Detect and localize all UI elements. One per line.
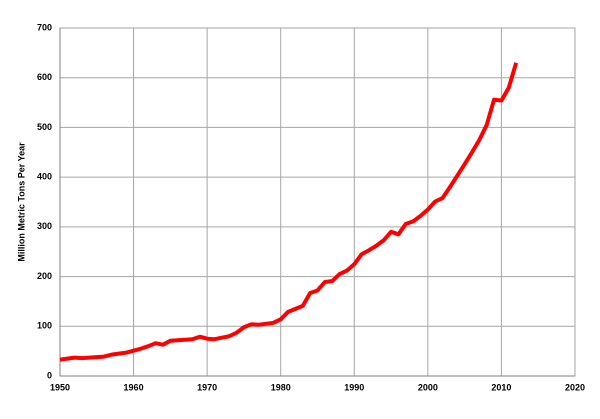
- y-tick-label: 100: [37, 321, 52, 331]
- y-tick-label: 400: [37, 172, 52, 182]
- data-line: [59, 62, 519, 362]
- x-tick-label: 1960: [124, 382, 144, 392]
- y-tick-label: 500: [37, 122, 52, 132]
- y-tick-label: 600: [37, 72, 52, 82]
- x-tick-label: 1970: [197, 382, 217, 392]
- y-tick-label: 300: [37, 221, 52, 231]
- y-tick-label: 0: [47, 370, 52, 380]
- x-tick-label: 1950: [50, 382, 70, 392]
- x-tick-label: 2020: [565, 382, 585, 392]
- x-tick-label: 1980: [271, 382, 291, 392]
- y-tick-label: 700: [37, 22, 52, 32]
- x-tick-label: 2010: [491, 382, 511, 392]
- x-tick-label: 1990: [344, 382, 364, 392]
- y-tick-label: 200: [37, 271, 52, 281]
- x-tick-label: 2000: [418, 382, 438, 392]
- y-axis-label: Million Metric Tons Per Year: [16, 142, 26, 262]
- plot-area: [59, 27, 576, 377]
